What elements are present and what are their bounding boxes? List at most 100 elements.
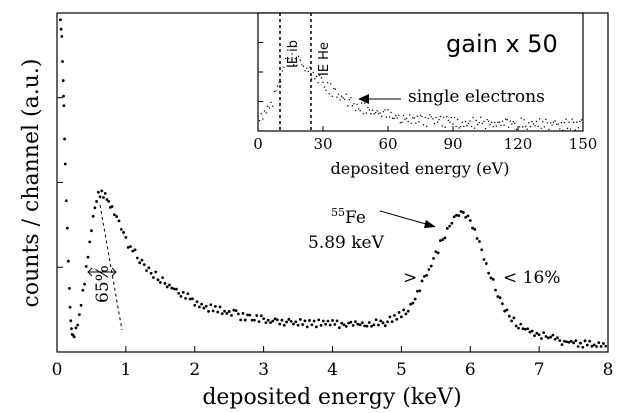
inset-data-point: [257, 116, 259, 118]
x-axis-title: deposited energy (keV): [202, 385, 461, 410]
data-point: [315, 325, 318, 329]
inset-data-point: [444, 126, 446, 128]
data-point: [91, 214, 95, 218]
data-point: [560, 343, 564, 347]
data-point: [98, 195, 102, 199]
data-point: [264, 321, 268, 325]
data-point: [68, 305, 72, 309]
inset-data-point: [382, 111, 385, 113]
inset-data-point: [387, 109, 389, 111]
data-point: [562, 339, 566, 343]
inset-data-point: [432, 118, 434, 120]
inset-data-point: [317, 81, 319, 84]
data-point: [595, 345, 598, 348]
data-point: [439, 239, 442, 243]
inset-data-point: [408, 114, 411, 116]
data-point: [287, 317, 291, 321]
data-point: [112, 213, 116, 217]
inset-data-point: [446, 115, 448, 118]
data-point: [269, 321, 272, 325]
data-point: [188, 297, 192, 301]
data-point: [255, 314, 259, 317]
data-point: [517, 326, 520, 330]
inset-data-point: [577, 127, 580, 129]
data-point: [505, 308, 509, 312]
inset-data-point: [407, 120, 409, 123]
ie-he-label: IE He: [317, 42, 332, 76]
inset-data-point: [473, 127, 476, 129]
data-point: [434, 250, 438, 253]
inset-data-point: [447, 119, 450, 122]
inset-data-point: [461, 121, 463, 123]
inset-data-point: [466, 124, 468, 127]
data-point: [354, 320, 357, 324]
data-point: [278, 322, 282, 326]
data-point: [484, 262, 488, 265]
inset-data-point: [263, 110, 266, 112]
inset-data-point: [489, 123, 491, 126]
data-point: [461, 211, 465, 214]
inset-data-point: [268, 107, 271, 109]
data-point: [342, 323, 346, 327]
data-point: [383, 324, 387, 328]
data-point: [602, 342, 605, 345]
inset-data-point: [535, 120, 538, 123]
data-point: [581, 345, 585, 349]
inset-data-point: [467, 122, 470, 125]
inset-data-point: [528, 122, 530, 124]
data-point: [207, 309, 210, 313]
inset-data-point: [430, 116, 433, 118]
data-point: [455, 213, 458, 217]
inset-data-point: [492, 126, 494, 128]
data-point: [542, 331, 546, 334]
data-point: [533, 334, 536, 338]
ie-ib-label: IE ib: [286, 40, 301, 68]
inset-data-point: [258, 120, 261, 122]
inset-data-point: [566, 127, 569, 130]
inset-data-point: [534, 124, 536, 127]
data-point: [227, 310, 231, 313]
data-point: [154, 270, 158, 274]
data-point: [103, 192, 107, 195]
annotation-gt: >: [403, 268, 417, 288]
data-point: [482, 258, 486, 261]
inset-data-point: [509, 120, 511, 122]
inset-data-point: [526, 128, 528, 130]
inset-data-point: [362, 113, 364, 115]
data-point: [572, 341, 575, 345]
data-point: [413, 297, 417, 301]
inset-data-point: [286, 65, 288, 67]
data-point: [510, 319, 513, 323]
inset-data-point: [404, 118, 406, 121]
inset-data-point: [552, 121, 555, 124]
inset-data-point: [413, 117, 416, 119]
inset-data-point: [402, 114, 405, 117]
inset-x-tick-label: 120: [504, 135, 533, 153]
inset-data-point: [549, 122, 552, 124]
inset-data-point: [293, 64, 295, 66]
data-point: [590, 344, 594, 348]
inset-data-point: [368, 109, 371, 111]
data-point: [551, 333, 555, 337]
data-point: [363, 324, 367, 328]
data-point: [95, 200, 99, 203]
inset-data-point: [330, 83, 332, 85]
data-point: [122, 231, 125, 234]
inset-data-point: [275, 90, 277, 92]
inset-data-point: [376, 110, 378, 112]
data-point: [236, 312, 240, 316]
inset-data-point: [469, 120, 471, 122]
inset-data-point: [304, 70, 306, 72]
inset-data-point: [328, 93, 330, 95]
data-point: [140, 258, 144, 262]
inset-data-point: [379, 112, 381, 114]
inset-data-point: [353, 103, 355, 105]
inset-data-point: [537, 125, 539, 128]
data-point: [544, 335, 548, 338]
inset-data-point: [548, 128, 550, 131]
inset-data-point: [551, 124, 553, 126]
inset-data-point: [560, 121, 563, 124]
fe-energy-label: 5.89 keV: [308, 233, 385, 253]
inset-data-point: [453, 116, 456, 119]
data-point: [349, 320, 353, 324]
